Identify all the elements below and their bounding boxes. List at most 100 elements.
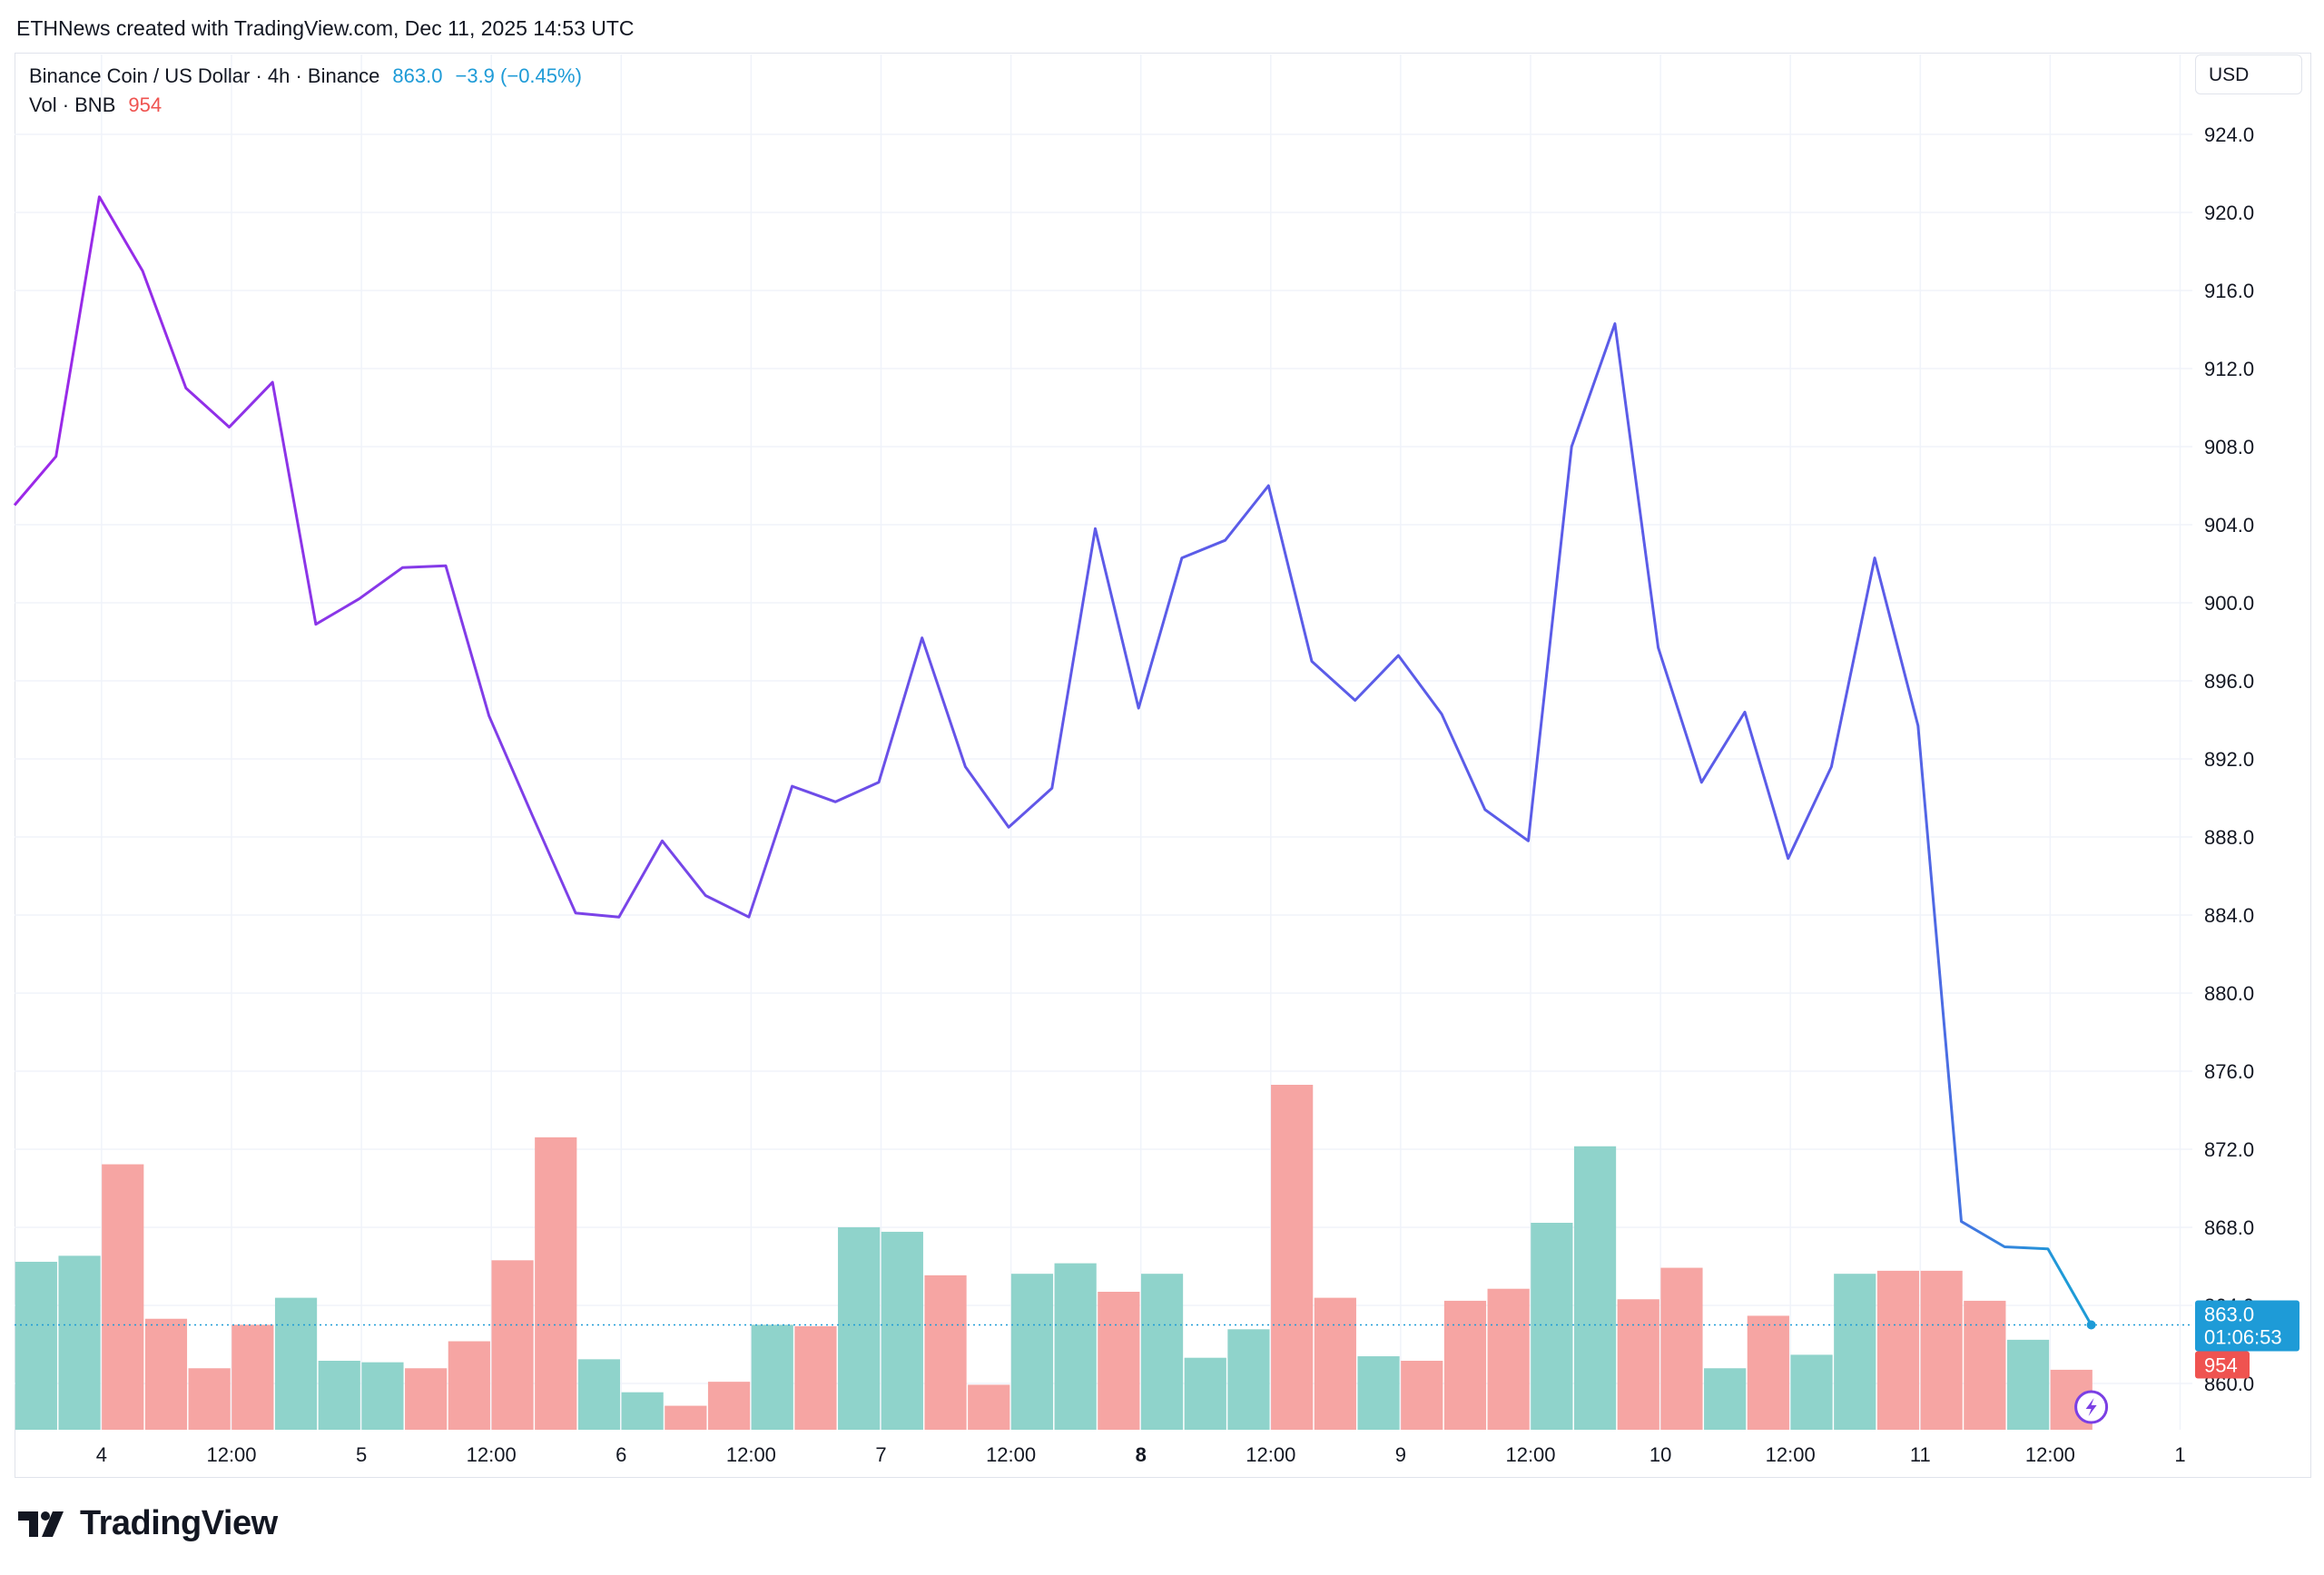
x-tick-label: 6 — [615, 1443, 626, 1466]
volume-bar — [1010, 1274, 1054, 1430]
volume-bar — [1834, 1274, 1876, 1430]
volume-label[interactable]: Vol · BNB — [29, 94, 116, 116]
y-tick-label: 924.0 — [2204, 123, 2254, 146]
countdown-label: 01:06:53 — [2204, 1326, 2282, 1349]
volume-bar — [1617, 1299, 1659, 1430]
volume-tag — [2195, 1351, 2250, 1379]
volume-bar — [361, 1362, 404, 1430]
symbol-title[interactable]: Binance Coin / US Dollar · 4h · Binance — [29, 64, 380, 87]
y-tick-label: 912.0 — [2204, 358, 2254, 380]
volume-value: 954 — [128, 94, 162, 116]
volume-bar — [1443, 1300, 1487, 1430]
volume-bar — [924, 1275, 967, 1430]
flash-icon-bolt — [2085, 1398, 2097, 1416]
volume-bar — [577, 1359, 621, 1430]
volume-bar — [448, 1341, 490, 1430]
y-tick-label: 896.0 — [2204, 670, 2254, 693]
volume-bar — [794, 1326, 837, 1430]
volume-bar — [405, 1368, 448, 1430]
x-tick-label: 1 — [2174, 1443, 2185, 1466]
volume-bar — [1098, 1292, 1140, 1430]
volume-bar — [1704, 1368, 1747, 1430]
volume-bar — [1054, 1263, 1097, 1430]
volume-bar — [318, 1361, 360, 1430]
volume-bar — [188, 1368, 231, 1430]
y-tick-label: 920.0 — [2204, 202, 2254, 224]
y-tick-label: 884.0 — [2204, 904, 2254, 927]
volume-bar — [1487, 1288, 1530, 1430]
volume-bar — [15, 1261, 57, 1430]
volume-bar — [1573, 1146, 1617, 1430]
axes: 924.0 920.0 916.0 912.0 908.0 904.0 900.0 896.0… — [96, 123, 2254, 1466]
y-tick-label: 908.0 — [2204, 436, 2254, 458]
x-tick-label: 12:00 — [1246, 1443, 1295, 1466]
y-tick-label: 872.0 — [2204, 1138, 2254, 1161]
tradingview-logo[interactable]: TradingView — [18, 1504, 278, 1543]
volume-bar — [968, 1384, 1010, 1430]
volume-bar — [1876, 1270, 1920, 1430]
volume-tag-value: 954 — [2204, 1354, 2238, 1377]
volume-bar — [1357, 1356, 1400, 1430]
volume-bar — [1271, 1085, 1314, 1430]
volume-bar — [1314, 1297, 1356, 1430]
price-tags: 863.001:06:53 954 — [2195, 1300, 2299, 1379]
x-tick-label: 12:00 — [726, 1443, 776, 1466]
x-tick-label: 4 — [96, 1443, 107, 1466]
volume-bar — [1227, 1329, 1270, 1430]
last-price: 863.0 — [392, 64, 443, 87]
x-tick-label: 12:00 — [986, 1443, 1036, 1466]
volume-bar — [1184, 1357, 1226, 1430]
volume-bar — [1790, 1354, 1833, 1430]
x-tick-label: 12:00 — [1766, 1443, 1816, 1466]
x-tick-label: 9 — [1395, 1443, 1406, 1466]
volume-bar — [1920, 1270, 1963, 1430]
price-change: −3.9 (−0.45%) — [455, 64, 582, 87]
volume-bar — [665, 1405, 707, 1430]
y-tick-label: 900.0 — [2204, 592, 2254, 615]
x-tick-label: 10 — [1649, 1443, 1671, 1466]
chart-attribution: ETHNews created with TradingView.com, De… — [16, 16, 635, 40]
volume-bar — [274, 1297, 318, 1430]
volume-bar — [1140, 1274, 1184, 1430]
volume-bar — [1747, 1315, 1789, 1430]
price-line-group — [13, 195, 2192, 1424]
x-tick-label: 8 — [1136, 1443, 1147, 1466]
volume-bar — [102, 1164, 144, 1430]
y-tick-label: 880.0 — [2204, 982, 2254, 1005]
chart-frame — [15, 53, 2311, 1478]
volume-bar — [1964, 1300, 2006, 1430]
volume-bar — [491, 1260, 534, 1430]
y-tick-label: 916.0 — [2204, 280, 2254, 302]
volume-bar — [58, 1255, 101, 1430]
volume-bar — [1660, 1267, 1703, 1430]
x-tick-label: 5 — [356, 1443, 367, 1466]
last-price-tag-value: 863.0 — [2204, 1304, 2254, 1326]
tradingview-logo-icon — [18, 1511, 64, 1537]
y-tick-label: 868.0 — [2204, 1216, 2254, 1239]
volume-bar — [231, 1324, 274, 1430]
y-tick-label: 904.0 — [2204, 514, 2254, 536]
volume-bar — [2006, 1339, 2050, 1430]
volume-bar — [1531, 1223, 1573, 1430]
y-tick-label: 888.0 — [2204, 826, 2254, 849]
volume-bar — [881, 1231, 923, 1430]
volume-bar — [1401, 1361, 1443, 1430]
x-tick-label: 12:00 — [1505, 1443, 1555, 1466]
y-tick-label: 876.0 — [2204, 1060, 2254, 1083]
chart-legend: Binance Coin / US Dollar · 4h · Binance … — [29, 62, 582, 120]
x-tick-label: 12:00 — [206, 1443, 256, 1466]
volume-bar — [751, 1324, 793, 1430]
volume-bar — [535, 1137, 577, 1430]
volume-bar — [621, 1392, 664, 1430]
logo-text: TradingView — [80, 1504, 278, 1542]
currency-button[interactable]: USD — [2195, 54, 2302, 94]
last-price-tag — [2195, 1300, 2299, 1352]
x-tick-label: 12:00 — [467, 1443, 517, 1466]
volume-bar — [707, 1382, 751, 1430]
x-tick-label: 12:00 — [2025, 1443, 2075, 1466]
grid — [15, 54, 2192, 1430]
volume-bar — [838, 1226, 881, 1430]
price-line — [13, 195, 2093, 1326]
volume-bars — [15, 1085, 2093, 1430]
